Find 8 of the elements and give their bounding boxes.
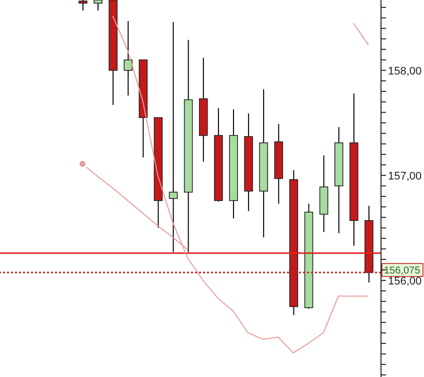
candlestick — [124, 20, 133, 96]
y-tick-label: 158,00 — [388, 65, 422, 78]
y-tick-label: 157,00 — [388, 170, 422, 182]
ref-line-label: 156,075 — [384, 266, 421, 277]
y-tick-label: 156,00 — [388, 275, 422, 288]
candlestick — [168, 22, 178, 253]
candlestick — [78, 0, 88, 11]
candlestick — [94, 0, 102, 11]
